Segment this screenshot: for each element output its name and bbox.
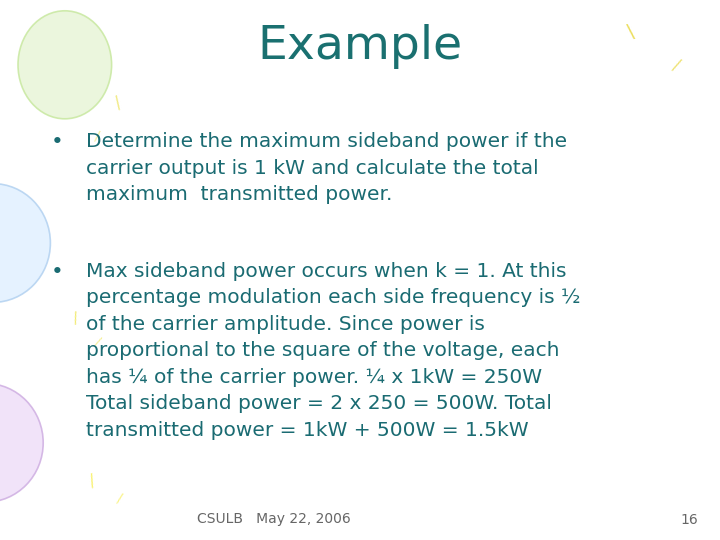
Ellipse shape [18, 11, 112, 119]
Text: •: • [50, 132, 63, 152]
Text: /: / [86, 471, 98, 490]
Text: Max sideband power occurs when k = 1. At this
percentage modulation each side fr: Max sideband power occurs when k = 1. At… [86, 262, 581, 440]
Text: /: / [94, 129, 101, 144]
Text: 16: 16 [680, 512, 698, 526]
Ellipse shape [0, 184, 50, 302]
Text: /: / [72, 311, 81, 327]
Text: CSULB   May 22, 2006: CSULB May 22, 2006 [197, 512, 351, 526]
Text: /: / [115, 490, 123, 505]
Ellipse shape [0, 383, 43, 502]
Text: /: / [94, 335, 103, 349]
Text: Determine the maximum sideband power if the
carrier output is 1 kW and calculate: Determine the maximum sideband power if … [86, 132, 567, 204]
Text: •: • [50, 262, 63, 282]
Text: \: \ [626, 22, 636, 42]
Text: Example: Example [258, 24, 462, 69]
Text: /: / [670, 56, 683, 74]
Text: /: / [112, 93, 126, 112]
